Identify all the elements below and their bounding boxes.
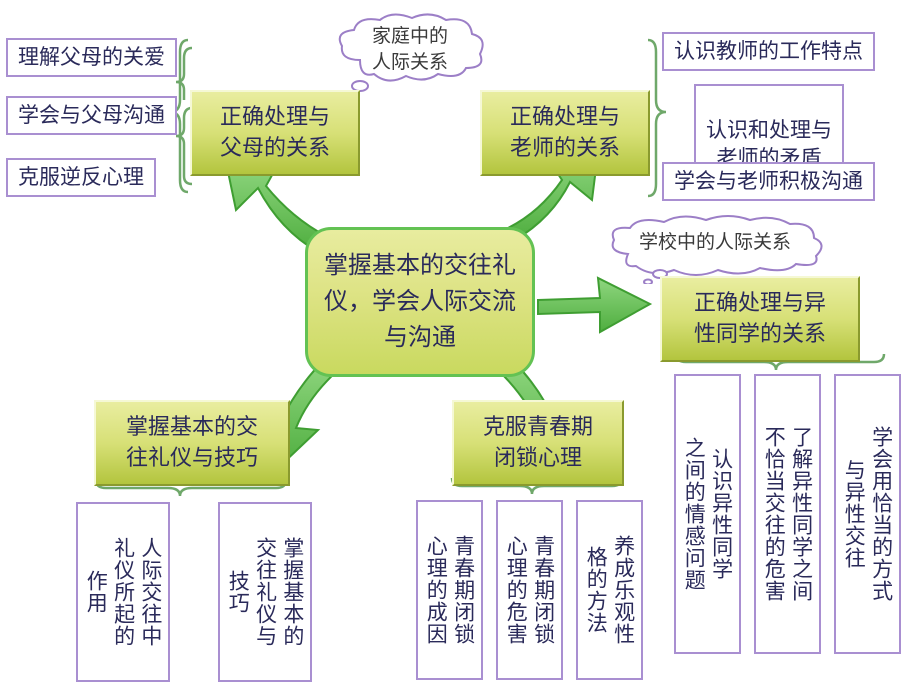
branch-teachers: 正确处理与 老师的关系 [480,90,650,176]
leaf-puberty-1: 青春期闭锁 心理的危害 [496,500,563,680]
leaf-teachers-2: 学会与老师积极沟通 [662,162,875,201]
branch-opposite-sex: 正确处理与异 性同学的关系 [660,276,860,362]
cloud-family-text: 家庭中的 人际关系 [330,10,490,75]
center-node: 掌握基本的交往礼仪，学会人际交流与沟通 [305,227,535,377]
cloud-school-text: 学校中的人际关系 [600,214,830,256]
leaf-oppsex-1: 了解异性同学之间 不恰当交往的危害 [754,374,821,654]
center-text: 掌握基本的交往礼仪，学会人际交流与沟通 [320,248,520,356]
leaf-oppsex-2: 学会用恰当的方式 与异性交往 [834,374,901,654]
leaf-puberty-0: 青春期闭锁 心理的成因 [416,500,483,680]
branch-puberty: 克服青春期 闭锁心理 [452,400,624,486]
leaf-puberty-2: 养成乐观性 格的方法 [576,500,643,680]
leaf-etiquette-1: 掌握基本的 交往礼仪与 技巧 [218,502,312,682]
leaf-parents-1: 学会与父母沟通 [6,96,177,135]
leaf-etiquette-0: 人际交往中 礼仪所起的 作用 [76,502,170,682]
cloud-family: 家庭中的 人际关系 [330,10,490,82]
diagram-canvas: 家庭中的 人际关系 学校中的人际关系 掌握基本的交往礼仪，学会人际交流与沟通 正… [0,0,920,690]
leaf-oppsex-0: 认识异性同学 之间的情感问题 [674,374,741,654]
leaf-parents-2: 克服逆反心理 [6,158,156,197]
branch-parents: 正确处理与 父母的关系 [190,90,360,176]
leaf-parents-0: 理解父母的关爱 [6,38,177,77]
leaf-teachers-0: 认识教师的工作特点 [662,32,875,71]
cloud-school: 学校中的人际关系 [600,214,830,270]
branch-etiquette: 掌握基本的交 往礼仪与技巧 [94,400,290,486]
